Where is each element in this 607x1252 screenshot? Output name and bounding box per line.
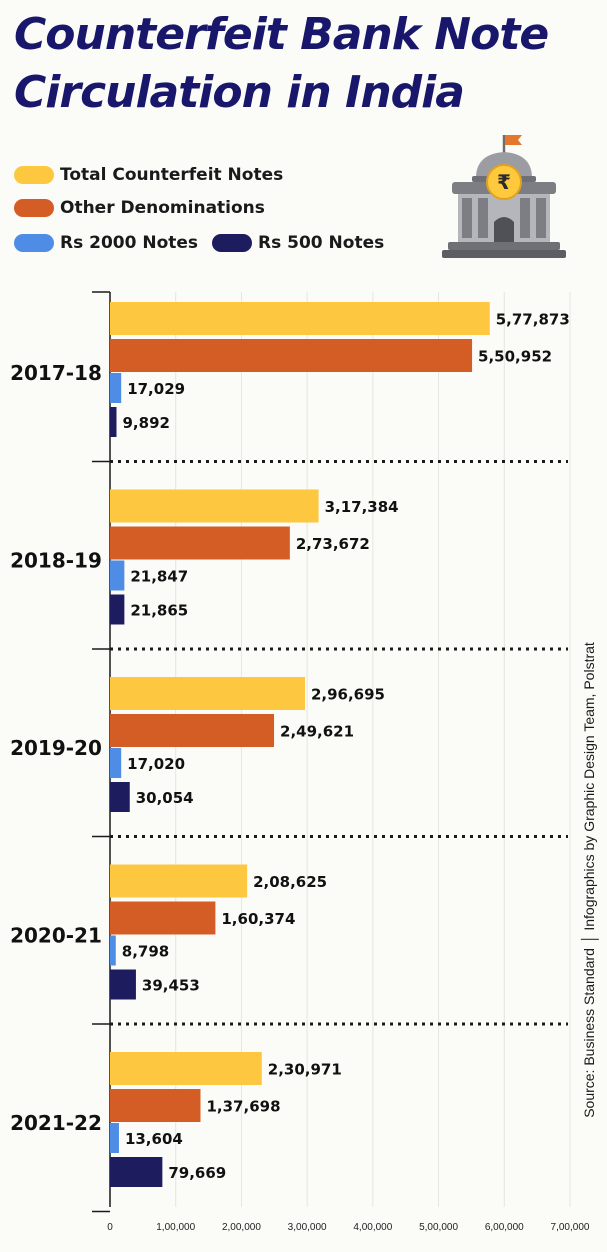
bar xyxy=(110,935,116,966)
bar xyxy=(110,969,136,1000)
category-label: 2018-19 xyxy=(10,549,102,573)
x-tick-label: 1,00,000 xyxy=(156,1222,195,1233)
data-label: 2,96,695 xyxy=(311,686,385,704)
bar xyxy=(110,901,216,935)
data-label: 79,669 xyxy=(168,1164,226,1182)
data-label: 1,60,374 xyxy=(221,910,295,928)
data-label: 2,49,621 xyxy=(280,723,354,741)
bar xyxy=(110,1123,119,1153)
legend-item-rs2000: Rs 2000 Notes xyxy=(14,233,198,253)
legend-swatch-total xyxy=(14,166,54,184)
legend-label-total: Total Counterfeit Notes xyxy=(60,165,284,185)
legend-label-other: Other Denominations xyxy=(60,198,265,218)
category-label: 2019-20 xyxy=(10,736,102,760)
category-label: 2017-18 xyxy=(10,361,102,385)
bar xyxy=(110,560,125,591)
bar xyxy=(110,489,319,523)
x-tick-label: 5,00,000 xyxy=(419,1222,458,1233)
bank-rupee-icon: ₹ xyxy=(442,135,566,258)
legend-item-other: Other Denominations xyxy=(14,198,265,218)
category-label: 2020-21 xyxy=(10,924,102,948)
chart-title: Counterfeit Bank Note Circulation in Ind… xyxy=(14,9,549,118)
bar xyxy=(110,373,122,403)
category-label: 2021-22 xyxy=(10,1111,102,1135)
data-label: 8,798 xyxy=(122,943,169,961)
x-tick-label: 0 xyxy=(107,1222,113,1233)
bar xyxy=(110,526,290,560)
bar xyxy=(110,677,305,710)
x-tick-label: 7,00,000 xyxy=(551,1222,590,1233)
legend-swatch-other xyxy=(14,199,54,217)
source-credit: Source: Business Standard Infographics by… xyxy=(580,642,600,1118)
data-label: 5,50,952 xyxy=(478,348,552,366)
bar xyxy=(110,1089,201,1122)
data-label: 21,847 xyxy=(130,568,188,586)
data-label: 30,054 xyxy=(136,789,194,807)
bar xyxy=(110,714,275,747)
data-label: 3,17,384 xyxy=(325,498,399,516)
data-label: 5,77,873 xyxy=(496,311,570,329)
x-tick-label: 6,00,000 xyxy=(485,1222,524,1233)
x-tick-label: 2,00,000 xyxy=(222,1222,261,1233)
data-label: 39,453 xyxy=(142,977,200,995)
legend-label-rs500: Rs 500 Notes xyxy=(258,233,385,253)
bar xyxy=(110,864,248,898)
data-label: 2,08,625 xyxy=(253,873,327,891)
data-label: 17,020 xyxy=(127,755,185,773)
legend-label-rs2000: Rs 2000 Notes xyxy=(60,233,199,253)
data-label: 21,865 xyxy=(130,602,188,620)
bar xyxy=(110,748,122,778)
bar xyxy=(110,782,130,812)
data-label: 1,37,698 xyxy=(206,1098,280,1116)
bar xyxy=(110,339,473,372)
bar xyxy=(110,1157,163,1187)
legend-swatch-rs2000 xyxy=(14,234,54,252)
bar xyxy=(110,407,117,437)
data-label: 2,73,672 xyxy=(296,535,370,553)
legend-item-rs500: Rs 500 Notes xyxy=(212,233,384,253)
x-tick-label: 4,00,000 xyxy=(353,1222,392,1233)
bar xyxy=(110,594,125,625)
bar xyxy=(110,1052,262,1085)
data-label: 13,604 xyxy=(125,1130,183,1148)
bar xyxy=(110,302,490,335)
credit-text: Infographics by Graphic Design Team, Pol… xyxy=(580,642,597,931)
data-label: 9,892 xyxy=(123,414,170,432)
svg-text:₹: ₹ xyxy=(497,170,511,194)
data-label: 2,30,971 xyxy=(268,1061,342,1079)
legend-swatch-rs500 xyxy=(212,234,252,252)
x-tick-label: 3,00,000 xyxy=(288,1222,327,1233)
separator xyxy=(581,938,600,941)
data-label: 17,029 xyxy=(127,380,185,398)
source-text: Source: Business Standard xyxy=(580,948,597,1118)
legend-item-total: Total Counterfeit Notes xyxy=(14,165,283,185)
